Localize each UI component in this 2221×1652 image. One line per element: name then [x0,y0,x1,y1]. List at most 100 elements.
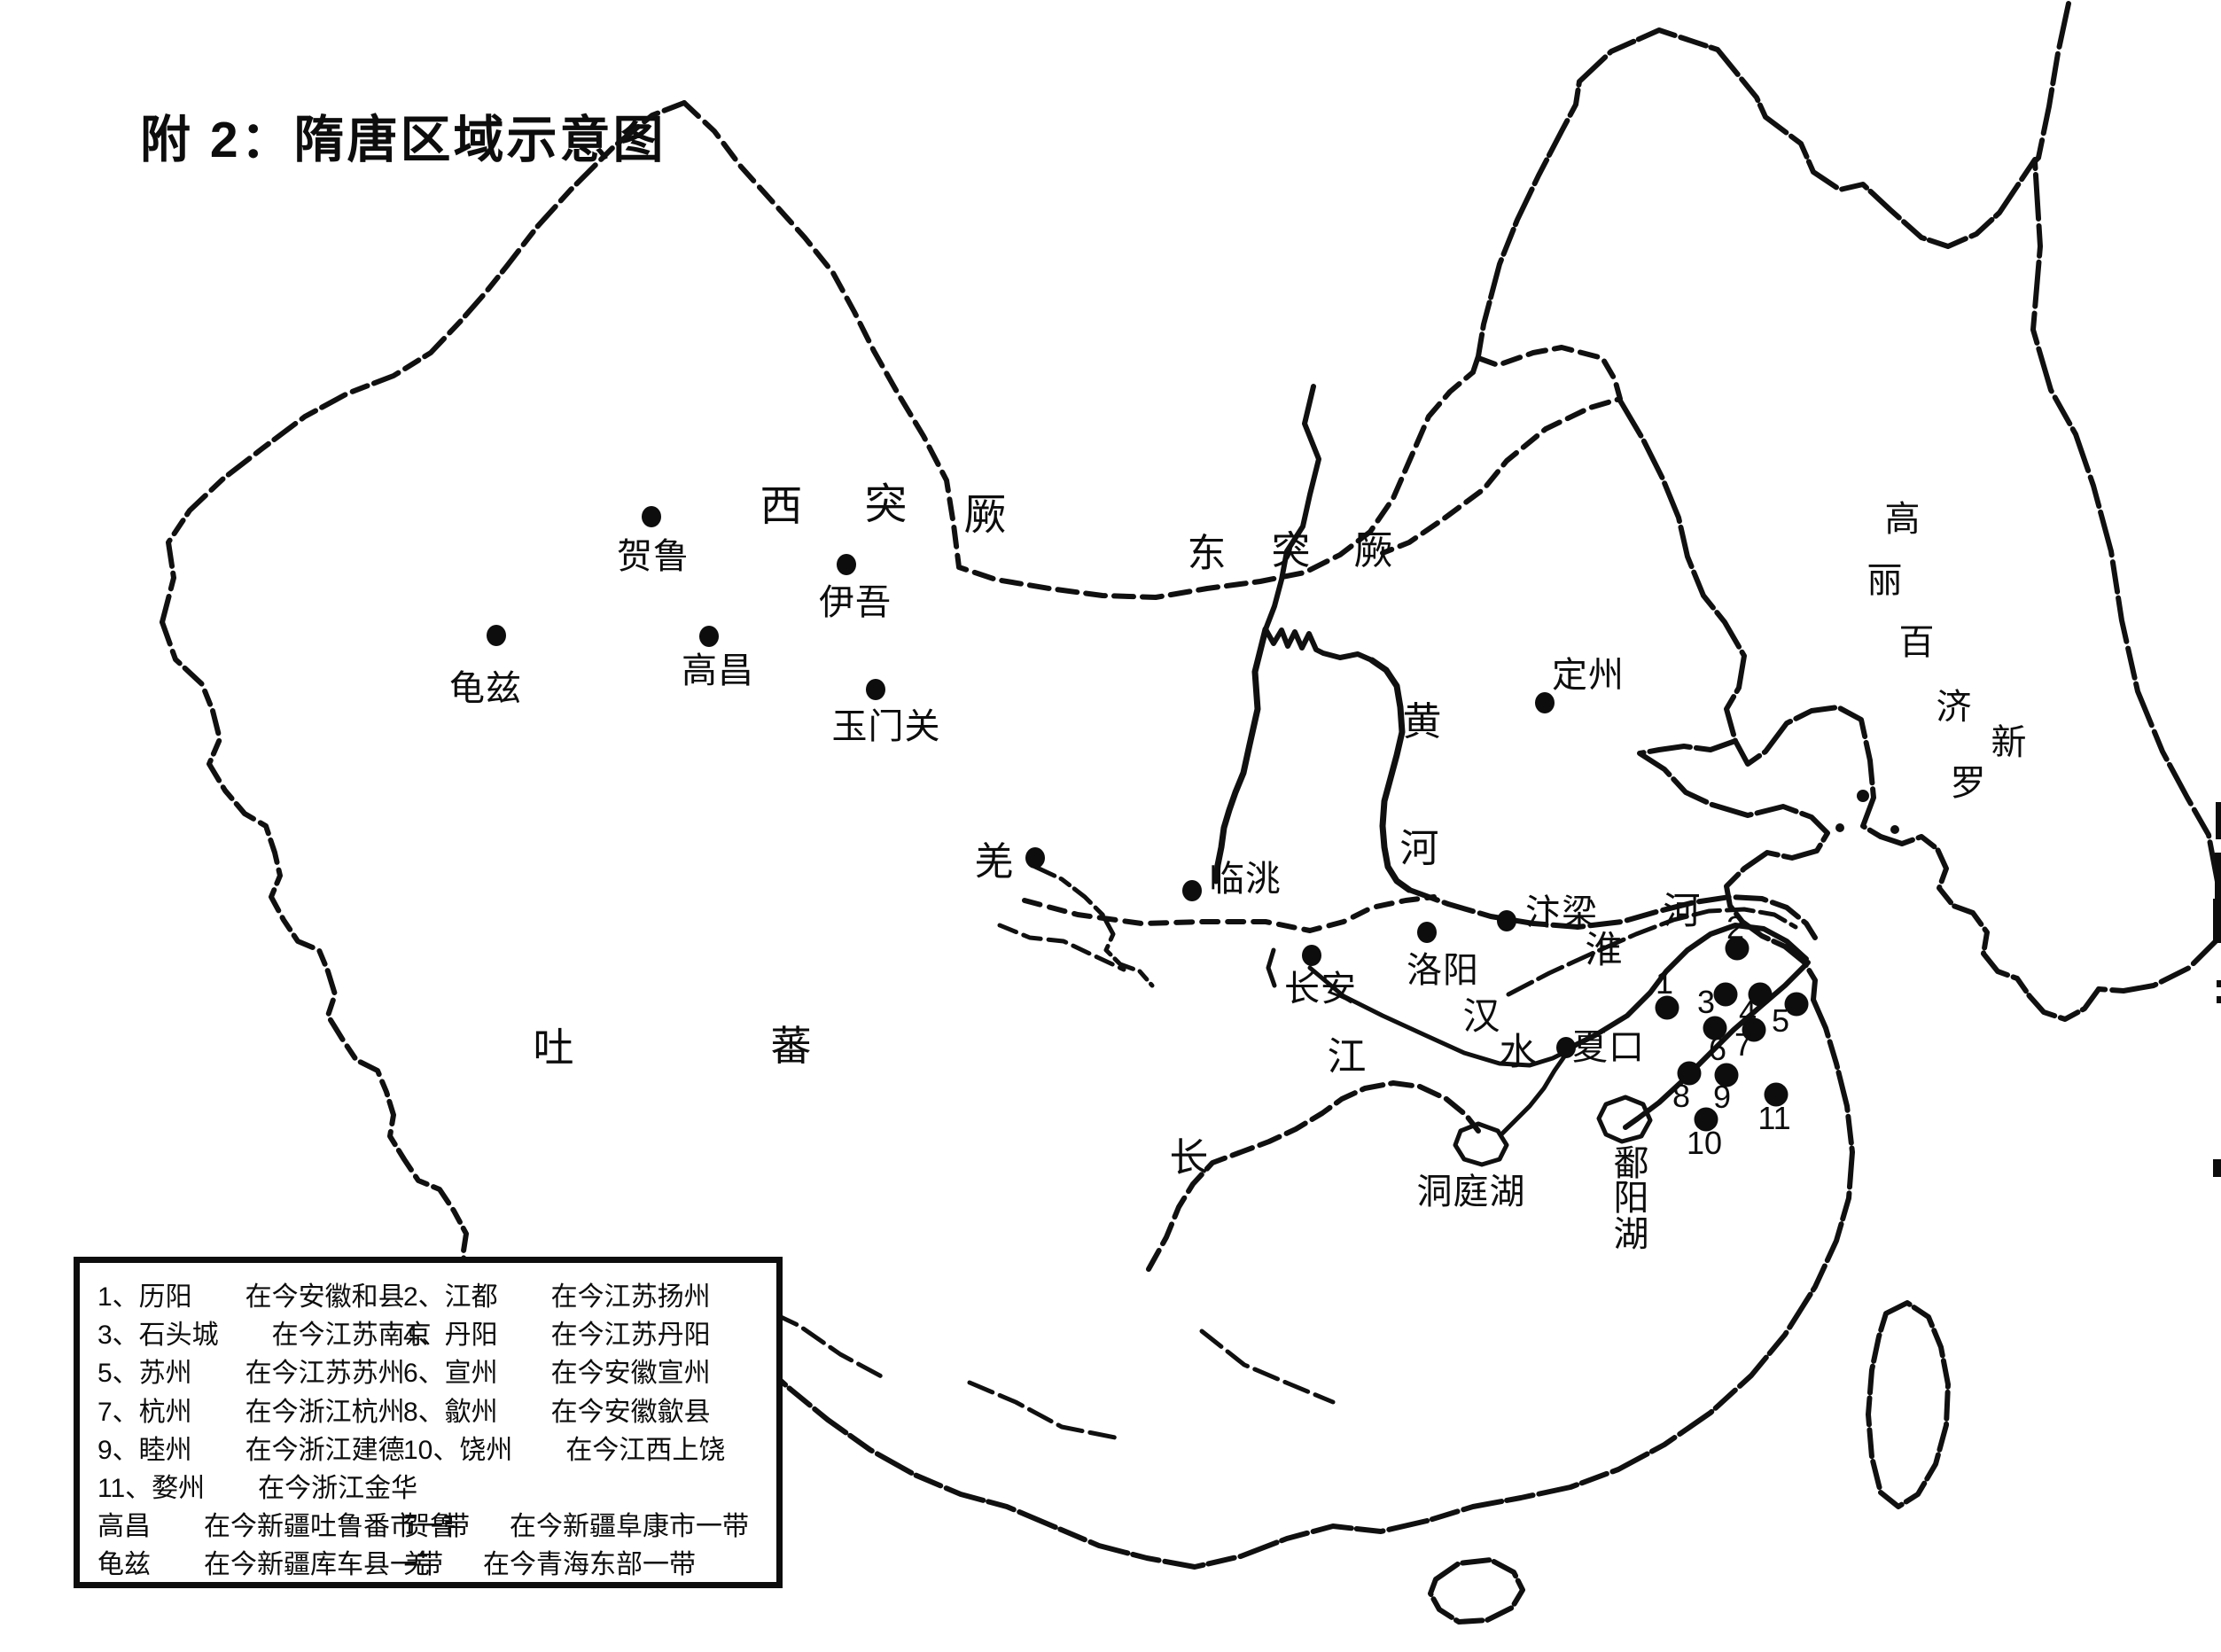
river-yellow-lower [1407,887,1818,940]
legend-entry-right: 8、歙州 在今安徽歙县 [403,1397,711,1427]
city-dot [487,625,506,646]
legend-entry-left: 5、苏州 在今江苏苏州 [97,1359,405,1389]
border-qiang-2 [997,923,1126,972]
map-label: 吐 [533,1025,575,1071]
river-near-changan [1266,947,1277,988]
page-title: 附 2：隋唐区域示意图 [140,112,666,168]
edge-artifact [2217,980,2221,987]
border-northwest [160,100,687,625]
site-dot [1764,1082,1788,1107]
city-dot [699,626,719,647]
island-korea-2 [1835,823,1844,832]
edge-artifact [2217,996,2221,1003]
island-hainan [1428,1557,1525,1625]
map-label: 龟兹 [449,669,522,708]
border-qiang [1033,864,1155,988]
map-label: 羌 [974,840,1015,884]
map-label: 阳 [1613,1179,1650,1218]
site-dot [1694,1107,1718,1132]
map-label: 长 [1169,1136,1210,1180]
map-label: 定州 [1552,656,1625,695]
map-label: 新 [1991,723,2028,762]
legend-entry-right: 贺鲁 在今新疆阜康市一带 [403,1512,749,1542]
coast-bohai [1617,398,1883,839]
map-label: 临洮 [1209,860,1282,899]
river-yellow-ordos-west [1212,626,1269,884]
city-dot [837,554,856,575]
city-dot [1417,922,1437,943]
map-label: 伊吾 [819,583,892,622]
site-number: 7 [1734,1026,1753,1063]
legend-entry-left: 高昌 在今新疆吐鲁番市一带 [97,1512,470,1542]
legend-row: 3、石头城 在今江苏南京 4、丹阳 在今江苏丹阳 [80,1320,776,1352]
map-label: 湖 [1613,1215,1650,1254]
border-hook [1380,345,1623,556]
map-label: 黄 [1402,700,1443,744]
city-dot [642,506,661,527]
map-label: 突 [1271,529,1312,573]
river-yellow-ordos-top [1263,627,1375,663]
city-dot [866,679,885,700]
site-dot [1742,1017,1766,1042]
legend-entry-left: 1、历阳 在今安徽和县 [97,1282,405,1312]
border-qinling [1022,894,1437,933]
city-dot [1497,910,1516,931]
river-hankou-link [1499,1050,1570,1137]
map-label: 厥 [1353,529,1394,573]
site-number: 9 [1712,1079,1732,1115]
legend-entry-right: 4、丹阳 在今江苏丹阳 [403,1321,711,1351]
map-label: 河 [1399,827,1440,870]
coast-shandong [1637,738,1830,1002]
edge-artifact [2215,853,2221,899]
coast-south [752,997,1855,1570]
site-number: 2 [1726,909,1745,946]
legend-entry-right: 6、宣州 在今安徽宣州 [403,1359,711,1389]
city-dot [1182,880,1202,901]
legend-entry-left: 3、石头城 在今江苏南京 [97,1321,432,1351]
legend-entry-left: 9、睦州 在今浙江建德 [97,1435,405,1465]
legend-entry-right: 2、江都 在今江苏扬州 [403,1282,711,1312]
legend-row: 11、婺州 在今浙江金华 [80,1473,776,1505]
site-dot [1725,936,1750,961]
legend-row: 5、苏州 在今江苏苏州 6、宣州 在今安徽宣州 [80,1358,776,1390]
legend-row: 9、睦州 在今浙江建德 10、饶州 在今江西上饶 [80,1435,776,1467]
site-number: 6 [1708,1031,1727,1067]
site-dot [1748,982,1773,1007]
river-yangtze-east [1564,923,1809,1052]
legend-box: 1、历阳 在今安徽和县 2、江都 在今江苏扬州 3、石头城 在今江苏南京 4、丹阳 在… [74,1257,783,1588]
map-label: 汴梁 [1525,893,1598,932]
legend-entry-left: 7、杭州 在今浙江杭州 [97,1397,405,1427]
site-number: 11 [1757,1100,1791,1136]
river-han [1307,965,1570,1068]
site-number: 1 [1655,964,1674,1001]
map-label: 洛阳 [1407,951,1479,990]
city-dot [1025,847,1045,869]
site-number: 10 [1686,1125,1723,1161]
map-label: 河 [1663,890,1702,931]
site-dot [1714,1063,1739,1087]
border-north [682,100,1476,600]
map-label: 蕃 [770,1023,813,1069]
coast-korea [1878,834,2101,1022]
edge-artifact [2213,1159,2221,1177]
city-dot [1535,692,1555,713]
river-yellow-ordos-east [1368,657,1413,893]
city-dot [1302,945,1321,966]
river-yellow-inflow [1263,384,1321,632]
map-label: 江 [1327,1035,1368,1079]
legend-row: 1、历阳 在今安徽和县 2、江都 在今江苏扬州 [80,1282,776,1313]
edge-artifact [2213,899,2221,943]
map-label: 玉门关 [831,707,941,746]
map-label: 厥 [963,492,1008,539]
map-label: 济 [1936,688,1973,727]
outline-manchuria [1470,27,2038,375]
city-dot [1556,1037,1576,1058]
map-label: 丽 [1866,561,1904,600]
map-label: 汉 [1462,995,1501,1037]
legend-entry-right: 羌 在今青海东部一带 [403,1550,696,1580]
river-southwest-3 [1199,1329,1336,1405]
river-southwest-2 [967,1380,1118,1440]
map-label: 西 [760,483,804,530]
legend-entry-right: 10、饶州 在今江西上饶 [403,1435,726,1465]
